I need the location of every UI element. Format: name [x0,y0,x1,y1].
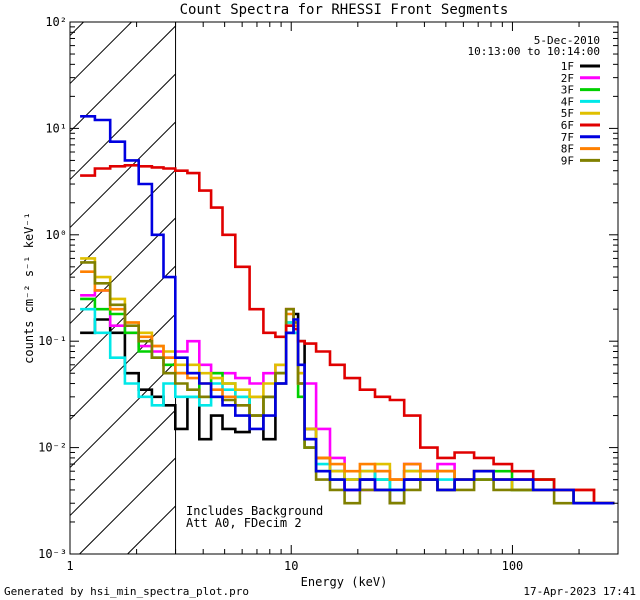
hatch-line [69,169,176,276]
y-axis-label: counts cm⁻² s⁻¹ keV⁻¹ [22,212,36,364]
hatch-line [69,265,176,372]
y-tick-label: 10⁰ [45,228,67,242]
legend-label-3F: 3F [561,84,574,97]
series-line-7F [80,115,615,505]
x-axis-label: Energy (keV) [301,575,388,589]
legend-label-1F: 1F [561,60,574,73]
series-line-6F [80,164,615,505]
y-tick-label: 10⁻² [38,441,67,455]
legend-label-7F: 7F [561,131,574,144]
legend-label-4F: 4F [561,95,574,108]
hatched-region [69,21,177,555]
series-line-8F [80,270,615,505]
hatch-line [127,505,176,555]
hatch-line [69,361,176,468]
series-layer [80,115,615,505]
y-tick-label: 10¹ [45,121,67,135]
x-tick-label: 10 [284,559,298,573]
hatch-line [69,313,176,420]
hatch-line [69,409,176,516]
chart-title: Count Spectra for RHESSI Front Segments [180,2,509,18]
x-tick-label: 100 [502,559,524,573]
footer-timestamp: 17-Apr-2023 17:41 [523,585,636,598]
hatch-line [69,73,176,180]
legend-label-5F: 5F [561,107,574,120]
info-block: 5-Dec-2010 10:13:00 to 10:14:00 [468,34,600,58]
annotation-attenuator: Att A0, FDecim 2 [186,516,302,530]
hatch-line [69,21,132,84]
hatch-line [69,25,176,132]
date-label: 5-Dec-2010 [534,34,600,47]
legend-label-6F: 6F [561,119,574,132]
footer-generated: Generated by hsi_min_spectra_plot.pro [4,585,249,598]
x-tick-label: 1 [66,559,73,573]
time-range-label: 10:13:00 to 10:14:00 [468,45,600,58]
hatch-line [79,457,176,555]
legend-label-8F: 8F [561,143,574,156]
annotation-block: Includes Background Att A0, FDecim 2 [186,504,323,530]
y-tick-label: 10² [45,15,67,29]
plot-frame [69,21,619,555]
y-tick-label: 10⁻³ [38,547,67,561]
hatch-line [69,21,84,36]
series-line-9F [80,261,615,505]
hatch-line [69,121,176,228]
legend-label-2F: 2F [561,72,574,85]
annotation-background: Includes Background [186,504,323,518]
axes: 1 10 100 10⁻³ 10⁻² 10⁻¹ 10⁰ 10¹ 10² [38,15,619,573]
series-line-5F [80,257,615,505]
y-tick-label: 10⁻¹ [38,334,67,348]
legend-label-9F: 9F [561,154,574,167]
